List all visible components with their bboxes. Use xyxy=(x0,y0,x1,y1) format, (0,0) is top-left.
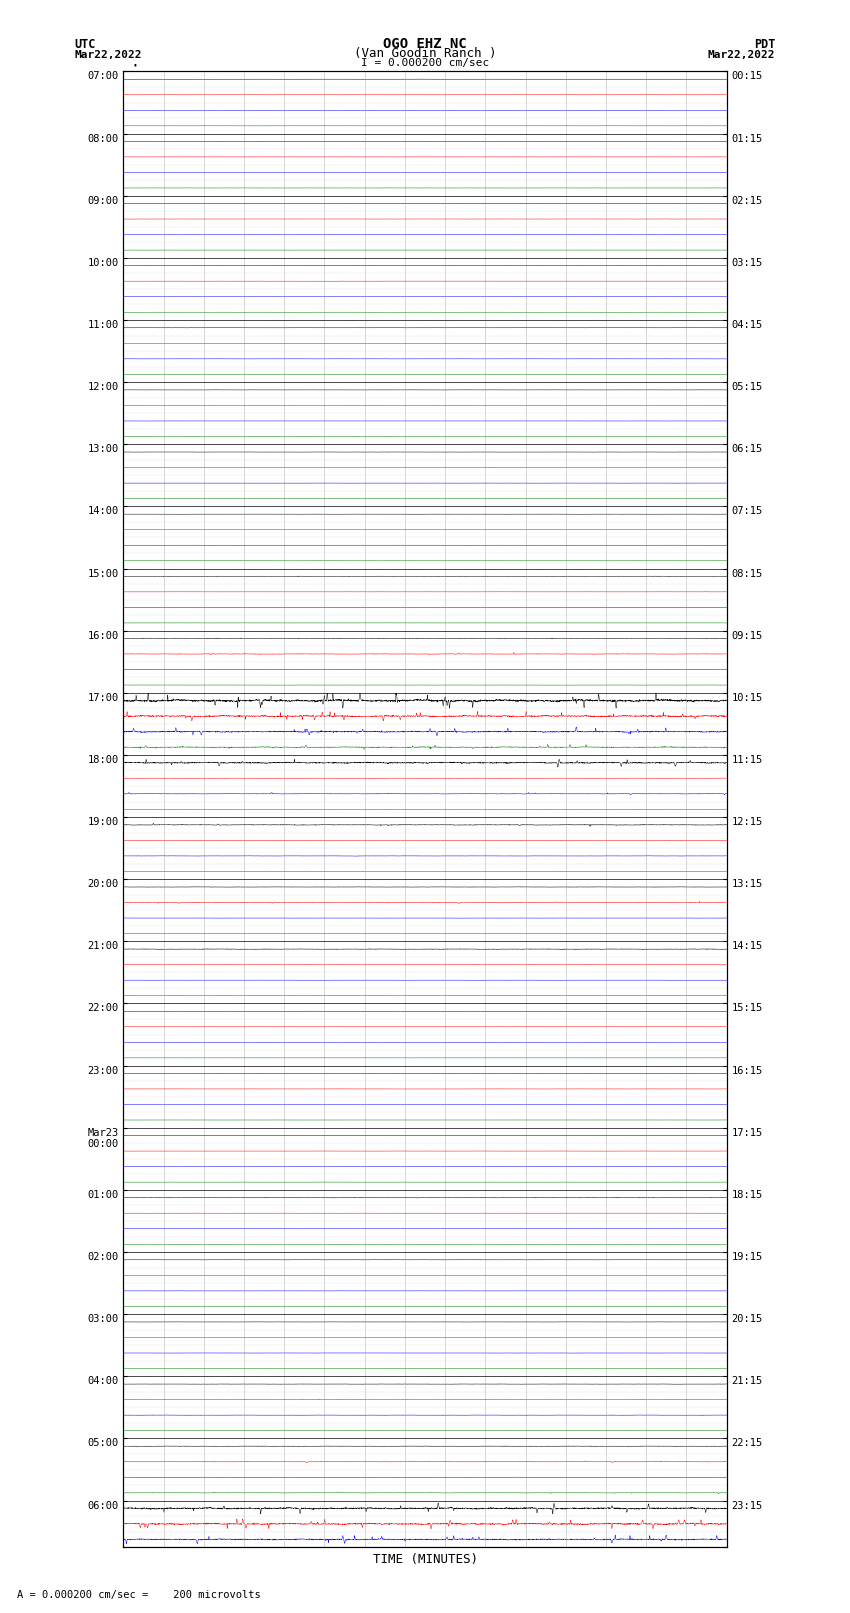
Text: Mar22,2022: Mar22,2022 xyxy=(708,50,775,60)
Text: I = 0.000200 cm/sec: I = 0.000200 cm/sec xyxy=(361,58,489,68)
Text: PDT: PDT xyxy=(754,37,775,50)
Text: A = 0.000200 cm/sec =    200 microvolts: A = 0.000200 cm/sec = 200 microvolts xyxy=(17,1590,261,1600)
X-axis label: TIME (MINUTES): TIME (MINUTES) xyxy=(372,1553,478,1566)
Text: OGO EHZ NC: OGO EHZ NC xyxy=(383,37,467,50)
Text: Mar22,2022: Mar22,2022 xyxy=(75,50,142,60)
Text: (Van Goodin Ranch ): (Van Goodin Ranch ) xyxy=(354,47,496,60)
Text: UTC: UTC xyxy=(75,37,96,50)
